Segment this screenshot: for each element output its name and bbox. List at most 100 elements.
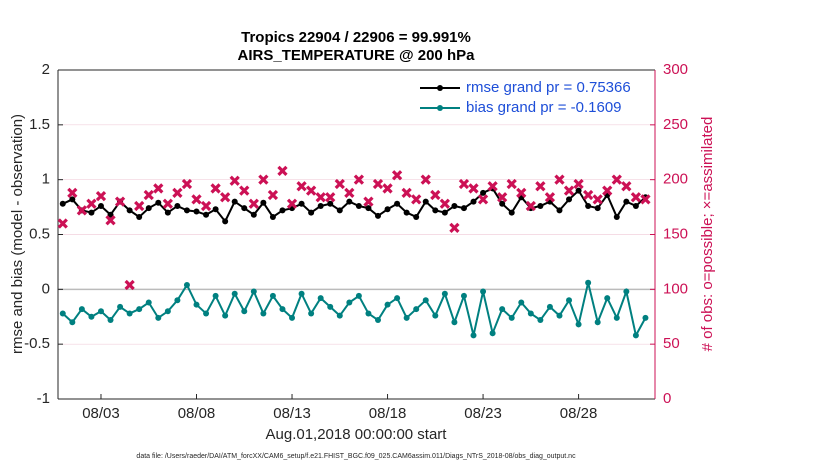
point (193, 208, 200, 215)
obs-marker (248, 198, 259, 209)
legend-marker (437, 105, 443, 111)
obs-marker (181, 178, 193, 190)
point (575, 187, 582, 194)
point (374, 317, 381, 324)
obs-marker (487, 181, 498, 192)
point (222, 312, 229, 319)
x-tick-label: 08/28 (560, 405, 598, 422)
point (279, 306, 286, 313)
obs-marker (420, 174, 431, 185)
point (623, 198, 630, 205)
point (260, 310, 267, 317)
point (508, 314, 515, 321)
point (346, 299, 353, 306)
x-tick-label: 08/23 (464, 405, 502, 422)
obs-marker (220, 192, 231, 203)
point (107, 211, 114, 218)
y-tick-label: 0 (42, 280, 50, 297)
point (604, 295, 611, 302)
point (241, 205, 248, 212)
obs-marker (401, 187, 412, 198)
point (613, 314, 620, 321)
point (336, 207, 343, 214)
x-tick-label: 08/18 (369, 405, 407, 422)
obs-marker (277, 165, 288, 177)
point (136, 213, 143, 220)
point (327, 303, 334, 310)
point (231, 290, 238, 297)
obs-marker (153, 183, 164, 194)
point (394, 200, 401, 207)
point (422, 198, 429, 205)
point (623, 288, 630, 295)
point (317, 202, 324, 209)
obs-marker (353, 174, 365, 185)
obs-marker (506, 178, 517, 190)
point (231, 198, 238, 205)
point (193, 301, 200, 308)
obs-marker (621, 181, 632, 192)
obs-marker (57, 218, 68, 229)
point (346, 198, 353, 205)
point (164, 308, 171, 315)
point (126, 207, 133, 214)
obs-marker (86, 198, 97, 209)
point (518, 299, 525, 306)
point (594, 319, 601, 326)
point (298, 290, 305, 297)
point (537, 202, 544, 209)
point (78, 306, 85, 313)
x-axis-label: Aug.01,2018 00:00:00 start (266, 426, 448, 443)
point (327, 200, 334, 207)
point (155, 314, 162, 321)
obs-marker (210, 183, 221, 194)
point (183, 207, 190, 214)
point (632, 332, 639, 339)
point (298, 200, 305, 207)
y2-tick-label: 300 (663, 61, 688, 78)
obs-marker (114, 196, 126, 207)
obs-marker (296, 181, 307, 192)
chart-title: Tropics 22904 / 22906 = 99.991% (241, 29, 471, 46)
point (97, 308, 104, 315)
obs-marker (449, 222, 460, 234)
point (556, 207, 563, 214)
obs-marker (583, 189, 594, 201)
point (432, 312, 439, 319)
point (632, 202, 639, 209)
obs-marker (267, 189, 279, 201)
y2-tick-label: 0 (663, 390, 671, 407)
point (441, 209, 448, 216)
point (566, 297, 573, 304)
obs-marker (162, 198, 173, 209)
point (441, 290, 448, 297)
obs-marker (573, 178, 584, 190)
y2-tick-label: 50 (663, 335, 680, 352)
y-tick-label: 2 (42, 61, 50, 78)
point (499, 200, 506, 207)
chart-subtitle: AIRS_TEMPERATURE @ 200 hPa (238, 47, 476, 64)
point (88, 209, 95, 216)
point (107, 317, 114, 324)
obs-marker (411, 194, 422, 205)
point (527, 310, 534, 317)
obs-marker (67, 187, 78, 198)
obs-marker (554, 174, 565, 185)
obs-marker (525, 200, 536, 212)
point (317, 295, 324, 302)
point (556, 312, 563, 319)
obs-marker (95, 190, 107, 202)
point (508, 209, 515, 216)
point (480, 189, 487, 196)
point (145, 205, 152, 212)
legend-label: rmse grand pr = 0.75366 (466, 79, 631, 96)
point (355, 292, 362, 299)
point (403, 209, 410, 216)
y2-tick-label: 150 (663, 225, 688, 242)
point (413, 213, 420, 220)
point (69, 196, 76, 203)
point (260, 199, 267, 206)
point (384, 206, 391, 213)
point (59, 200, 66, 207)
point (384, 301, 391, 308)
